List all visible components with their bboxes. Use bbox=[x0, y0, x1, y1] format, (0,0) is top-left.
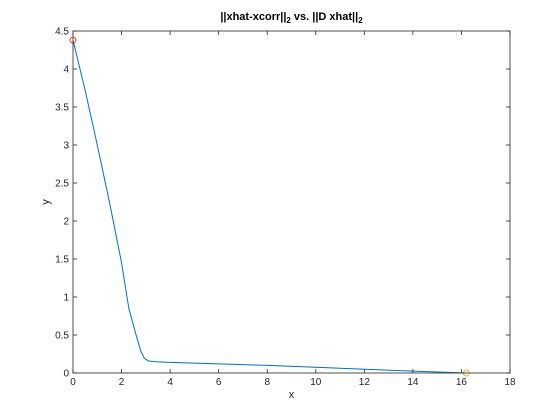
y-tick-label: 3 bbox=[63, 141, 69, 152]
x-tick-label: 2 bbox=[119, 377, 125, 388]
x-axis-label: x bbox=[289, 389, 295, 401]
x-tick-label: 10 bbox=[310, 377, 322, 388]
x-tick-label: 0 bbox=[70, 377, 76, 388]
y-tick-label: 1.5 bbox=[55, 255, 69, 266]
x-tick-label: 12 bbox=[359, 377, 371, 388]
y-tick-label: 4.5 bbox=[55, 27, 69, 38]
chart-title-part2: vs. ||D xhat|| bbox=[291, 11, 358, 23]
x-tick-label: 16 bbox=[456, 377, 468, 388]
x-tick-label: 8 bbox=[264, 377, 270, 388]
y-tick-label: 0.5 bbox=[55, 331, 69, 342]
y-tick-label: 3.5 bbox=[55, 103, 69, 114]
y-tick-label: 1 bbox=[63, 293, 69, 304]
y-tick-label: 2 bbox=[63, 217, 69, 228]
x-tick-label: 14 bbox=[407, 377, 419, 388]
chart-title-sub2: 2 bbox=[358, 16, 363, 25]
plot-area bbox=[73, 31, 510, 373]
x-tick-label: 4 bbox=[167, 377, 173, 388]
y-tick-label: 2.5 bbox=[55, 179, 69, 190]
y-tick-label: 4 bbox=[63, 65, 69, 76]
x-tick-label: 18 bbox=[504, 377, 516, 388]
y-tick-label: 0 bbox=[63, 369, 69, 380]
chart-title: ||xhat-xcorr||2 vs. ||D xhat||2 bbox=[220, 11, 363, 25]
y-axis-label: y bbox=[40, 199, 52, 205]
chart-title-part1: ||xhat-xcorr|| bbox=[220, 11, 286, 23]
x-tick-label: 6 bbox=[216, 377, 222, 388]
